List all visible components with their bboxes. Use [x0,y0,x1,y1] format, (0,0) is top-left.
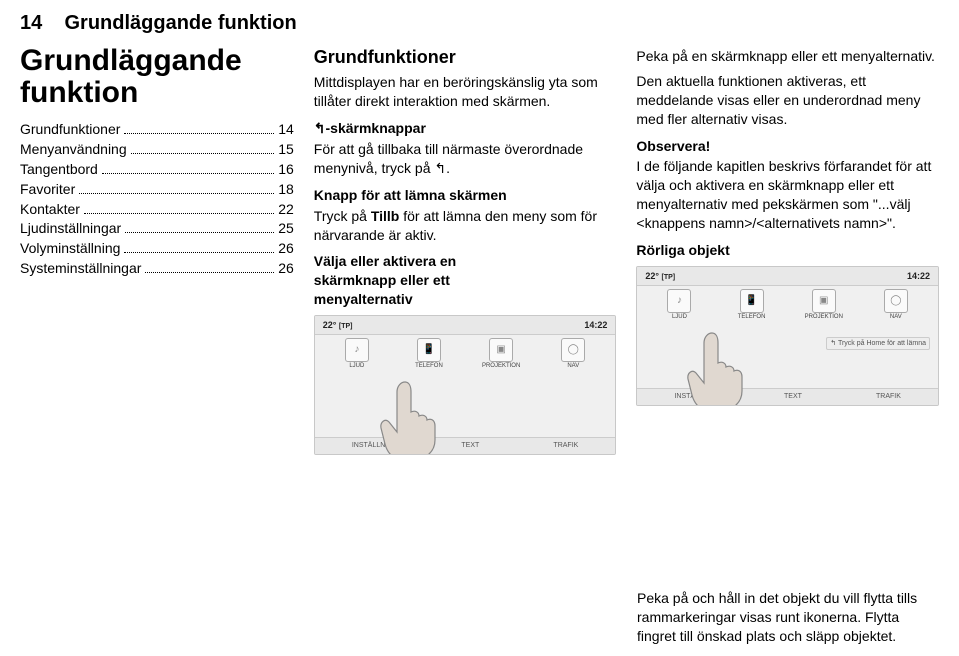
screenshot-hint: ↰ Tryck på Home för att lämna [826,337,930,350]
section-big-title: Grundläggande funktion [20,45,294,108]
big-title-line1: Grundläggande [20,44,242,77]
toc-row: Menyanvändning 15 [20,140,294,159]
screenshot-app-icon: ◯NAV [877,289,915,321]
toc-page: 18 [278,180,294,199]
column-3: Peka på en skärmknapp eller ett menyalte… [636,45,939,461]
toc-dots [79,192,274,194]
touchscreen-screenshot-2: 22° [TP]14:22 ♪LJUD 📱TELEFON ▣PROJEKTION ◯NA… [636,266,939,406]
toc-dots [124,251,274,253]
screenshot-app-icon: ▣PROJEKTION [482,338,520,370]
toc-label: Systeminställningar [20,259,141,278]
toc-page: 26 [278,259,294,278]
column-2: Grundfunktioner Mittdisplayen har en ber… [314,45,617,461]
toc-dots [145,271,274,273]
screenshot-app-icon: ♪LJUD [338,338,376,370]
toc-dots [102,172,274,174]
toc-row: Volyminställning 26 [20,239,294,258]
page-number: 14 [20,12,42,34]
screenshot-topbar: 22° [TP]14:22 [637,267,938,286]
col3-heading-rorliga: Rörliga objekt [636,241,939,260]
manual-page: 14 Grundläggande funktion Grundläggande … [0,0,959,656]
touchscreen-screenshot-1: 22° [TP]14:22 ♪LJUD 📱TELEFON ▣PROJEKTION ◯NA… [314,315,617,455]
col3-p3: I de följande kapitlen beskrivs förfaran… [636,157,939,233]
toc-list: Grundfunktioner14Menyanvändning15Tangent… [20,120,294,278]
toc-page: 22 [278,200,294,219]
col3-p2: Den aktuella funktionen aktiveras, ett m… [636,72,939,129]
col2-heading-valja: Välja eller aktivera en skärmknapp eller… [314,252,617,309]
screenshot-app-icon: ◯NAV [554,338,592,370]
col2-heading-skarmknappar: ↰-skärmknappar [314,119,617,138]
toc-label: Favoriter [20,180,75,199]
col3-p1: Peka på en skärmknapp eller ett menyalte… [636,47,939,66]
toc-page: 15 [278,140,294,159]
toc-page: 14 [278,120,294,139]
column-1: Grundläggande funktion Grundfunktioner 14… [20,45,294,461]
toc-row: Kontakter 22 [20,200,294,219]
toc-row: Grundfunktioner 14 [20,120,294,139]
toc-label: Menyanvändning [20,140,127,159]
col2-p2: För att gå tillbaka till närmaste överor… [314,140,617,178]
screenshot-bottom-row: INSTÄLLN.TEXTTRAFIK [315,437,616,454]
toc-dots [84,212,274,214]
screenshot-app-icon: 📱TELEFON [733,289,771,321]
toc-row: Ljudinställningar 25 [20,219,294,238]
col2-heading-grundfunktioner: Grundfunktioner [314,45,617,69]
col2-p1: Mittdisplayen har en beröringskänslig yt… [314,73,617,111]
page-header: 14 Grundläggande funktion [20,12,939,35]
toc-label: Ljudinställningar [20,219,121,238]
toc-page: 25 [278,219,294,238]
toc-page: 26 [278,239,294,258]
screenshot-app-icon: ▣PROJEKTION [805,289,843,321]
footer-text: Peka på och håll in det objekt du vill f… [637,589,937,646]
toc-label: Volyminställning [20,239,120,258]
screenshot-app-icon: ♪LJUD [660,289,698,321]
col3-heading-observera: Observera! [636,137,939,156]
toc-label: Tangentbord [20,160,98,179]
screenshot-bottom-row: INSTÄLLN.TEXTTRAFIK [637,388,938,405]
toc-dots [124,132,274,134]
screenshot-app-icon: 📱TELEFON [410,338,448,370]
screenshot-topbar: 22° [TP]14:22 [315,316,616,335]
toc-dots [131,152,275,154]
screenshot-icon-row: ♪LJUD 📱TELEFON ▣PROJEKTION ◯NAV [643,289,932,321]
toc-label: Kontakter [20,200,80,219]
screenshot-icon-row: ♪LJUD 📱TELEFON ▣PROJEKTION ◯NAV [321,338,610,370]
big-title-line2: funktion [20,76,138,109]
toc-row: Favoriter 18 [20,180,294,199]
toc-row: Systeminställningar 26 [20,259,294,278]
col2-heading-knapp-lamna: Knapp för att lämna skärmen [314,186,617,205]
toc-dots [125,231,274,233]
toc-label: Grundfunktioner [20,120,120,139]
toc-page: 16 [278,160,294,179]
toc-row: Tangentbord 16 [20,160,294,179]
header-title: Grundläggande funktion [64,12,296,34]
col2-p3: Tryck på Tillb för att lämna den meny so… [314,207,617,245]
